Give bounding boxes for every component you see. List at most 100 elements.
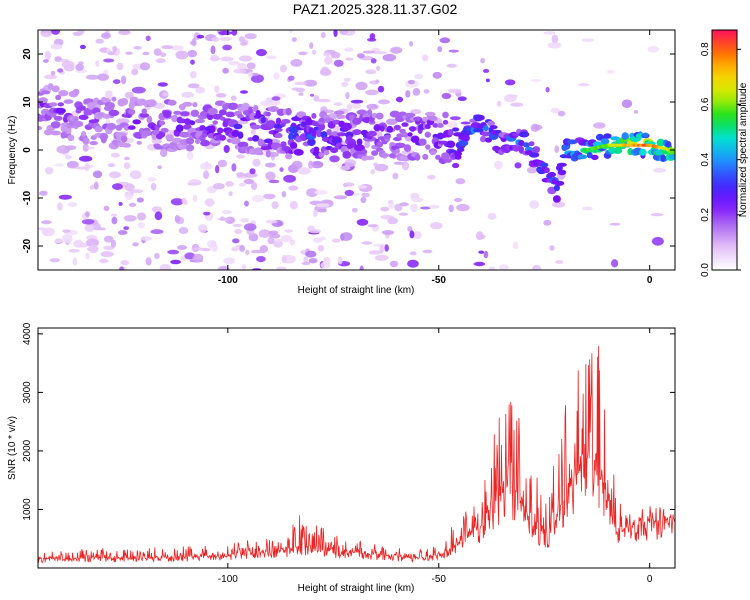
- heatmap-cell: [131, 86, 146, 94]
- heatmap-cell: [107, 163, 115, 168]
- heatmap-cell: [43, 59, 49, 63]
- heatmap-cell: [132, 242, 139, 247]
- heatmap-cell: [220, 216, 225, 221]
- heatmap-cell: [355, 81, 368, 91]
- heatmap-cell: [276, 266, 287, 270]
- heatmap-cell: [412, 88, 421, 96]
- heatmap-cell: [577, 154, 588, 160]
- heatmap-cell: [415, 153, 421, 161]
- snr-x-ticks: -100 -50 0: [218, 328, 653, 585]
- heatmap-cell: [107, 102, 115, 110]
- snr-x-tick-label: 0: [647, 574, 653, 585]
- heatmap-cell: [340, 165, 351, 171]
- heatmap-cell: [220, 56, 234, 62]
- heatmap-cell: [621, 99, 633, 108]
- heatmap-cell: [195, 118, 205, 124]
- heatmap-cell: [288, 30, 294, 34]
- heatmap-cell: [225, 181, 234, 187]
- heatmap-cell: [128, 202, 137, 207]
- heatmap-cell: [87, 102, 96, 110]
- heatmap-cell: [551, 34, 559, 44]
- heatmap-cell: [125, 51, 133, 55]
- heatmap-cell: [75, 63, 84, 71]
- heatmap-cell: [422, 153, 429, 160]
- heatmap-cell: [518, 131, 530, 138]
- heatmap-cell: [192, 253, 204, 263]
- heatmap-cell: [258, 229, 271, 238]
- heatmap-cell: [343, 182, 355, 187]
- heatmap-cell: [359, 265, 364, 270]
- heatmap-cell: [475, 231, 484, 241]
- heatmap-cell: [446, 121, 458, 128]
- heatmap-cell: [422, 249, 433, 254]
- heatmap-cell: [236, 172, 246, 177]
- heatmap-cell: [204, 198, 215, 207]
- heatmap-cell: [345, 92, 350, 100]
- heatmap-cell: [444, 158, 452, 163]
- heatmap-cell: [237, 114, 244, 119]
- heatmap-cell: [250, 129, 256, 135]
- heatmap-cell: [300, 121, 307, 128]
- heatmap-cell: [171, 114, 179, 123]
- heatmap-cell: [231, 30, 238, 36]
- heatmap-cell: [172, 145, 178, 150]
- heatmap-cell: [264, 162, 276, 168]
- heatmap-cell: [351, 102, 362, 109]
- heatmap-cell: [291, 37, 297, 42]
- heatmap-cell: [84, 211, 90, 218]
- heatmap-cell: [127, 125, 136, 130]
- spectrogram-y-tick-label: 20: [22, 48, 33, 60]
- heatmap-cell: [457, 96, 467, 101]
- heatmap-cell: [609, 222, 621, 226]
- heatmap-cell: [223, 145, 230, 153]
- heatmap-cell: [313, 95, 320, 102]
- heatmap-cell: [489, 125, 498, 130]
- colorbar-tick-label: 0.6: [700, 97, 711, 111]
- heatmap-cell: [313, 209, 318, 217]
- heatmap-cell: [351, 207, 358, 213]
- heatmap-cell: [514, 162, 522, 169]
- heatmap-cell: [316, 129, 322, 138]
- heatmap-cell: [422, 116, 429, 122]
- heatmap-cell: [108, 171, 121, 179]
- heatmap-cell: [311, 128, 317, 137]
- heatmap-cell: [633, 110, 639, 114]
- heatmap-cell: [120, 260, 130, 266]
- heatmap-cell: [323, 52, 330, 57]
- heatmap-cell: [283, 174, 296, 183]
- heatmap-cell: [108, 109, 120, 117]
- colorbar-tick-label: 0.4: [700, 152, 711, 166]
- heatmap-cell: [547, 42, 562, 49]
- heatmap-cell: [554, 145, 560, 153]
- spectrogram-y-label: Frequency (Hz): [7, 116, 18, 185]
- heatmap-cell: [247, 71, 253, 78]
- heatmap-cell: [103, 235, 114, 243]
- spectrogram-y-tick-label: 0: [22, 147, 33, 153]
- heatmap-cell: [407, 259, 419, 268]
- heatmap-cell: [41, 220, 52, 225]
- heatmap-cell: [312, 49, 317, 55]
- heatmap-cell: [656, 138, 665, 147]
- heatmap-cell: [280, 64, 287, 73]
- heatmap-cell: [413, 231, 422, 240]
- heatmap-cell: [369, 33, 376, 40]
- heatmap-cell: [101, 98, 112, 103]
- heatmap-cell: [337, 256, 343, 265]
- spectrogram-y-tick-label: 10: [22, 96, 33, 108]
- heatmap-cell: [54, 238, 63, 243]
- heatmap-cell: [85, 238, 99, 248]
- heatmap-cell: [268, 230, 279, 235]
- heatmap-cell: [566, 139, 578, 145]
- heatmap-cell: [94, 125, 103, 133]
- heatmap-cell: [100, 251, 114, 258]
- heatmap-cell: [238, 182, 246, 187]
- heatmap-cell: [160, 127, 169, 133]
- heatmap-cell: [557, 169, 567, 176]
- heatmap-cell: [529, 200, 539, 209]
- heatmap-cell: [388, 203, 395, 209]
- heatmap-cell: [532, 264, 542, 270]
- heatmap-cell: [207, 107, 218, 116]
- heatmap-cell: [326, 129, 332, 136]
- heatmap-cell: [167, 249, 180, 255]
